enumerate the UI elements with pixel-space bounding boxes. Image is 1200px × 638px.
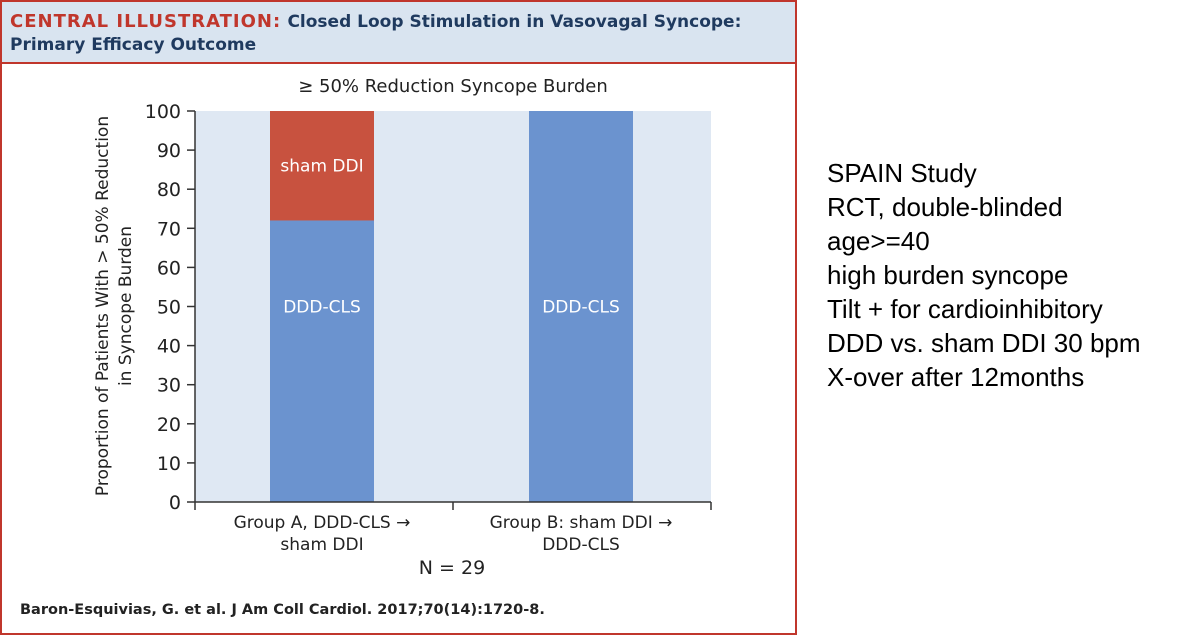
sample-size-label: N = 29 [419, 557, 485, 579]
y-tick-label: 100 [145, 101, 181, 123]
y-tick-label: 70 [157, 218, 181, 240]
note-line: age>=40 [827, 226, 930, 256]
note-line: SPAIN Study [827, 158, 977, 188]
y-axis-label-line-2: in Syncope Burden [116, 226, 136, 386]
y-axis-label-line-1: Proportion of Patients With > 50% Reduct… [93, 116, 113, 496]
illustration-header: CENTRAL ILLUSTRATION: Closed Loop Stimul… [2, 2, 795, 64]
y-tick-label: 50 [157, 297, 181, 319]
bar-data-label: sham DDI [280, 157, 363, 177]
y-tick-label: 90 [157, 140, 181, 162]
bars-group: DDD-CLS sham DDI DDD-CLS [270, 111, 633, 503]
note-line: high burden syncope [827, 260, 1069, 290]
x-category-label: Group B: sham DDI → [490, 513, 673, 533]
x-axis: Group A, DDD-CLS →sham DDI Group B: sham … [194, 501, 712, 555]
y-tick-label: 0 [169, 492, 181, 514]
y-tick-label: 30 [157, 375, 181, 397]
header-title: Closed Loop Stimulation in Vasovagal Syn… [287, 12, 742, 32]
y-tick-label: 10 [157, 453, 181, 475]
bar-segment [270, 220, 374, 503]
chart-title: ≥ 50% Reduction Syncope Burden [298, 76, 608, 97]
bar-segment [529, 111, 633, 502]
header-label: CENTRAL ILLUSTRATION: [10, 11, 282, 32]
note-line: X-over after 12months [827, 362, 1085, 392]
note-line: Tilt + for cardioinhibitory [827, 294, 1103, 324]
y-tick-label: 60 [157, 257, 181, 279]
x-category-label: Group A, DDD-CLS → [234, 513, 411, 533]
y-tick-label: 20 [157, 414, 181, 436]
y-tick-label: 40 [157, 336, 181, 358]
header-line-1: CENTRAL ILLUSTRATION: Closed Loop Stimul… [10, 10, 795, 34]
y-axis: 0 10 20 30 40 50 60 70 80 90 100 [145, 101, 196, 514]
bar-data-label: DDD-CLS [542, 298, 620, 318]
bar-segment [270, 111, 374, 221]
y-tick-label: 80 [157, 179, 181, 201]
x-category-label: DDD-CLS [542, 535, 620, 555]
x-category-label: sham DDI [280, 535, 363, 555]
note-line: DDD vs. sham DDI 30 bpm [827, 328, 1141, 358]
bar-data-label: DDD-CLS [283, 298, 361, 318]
bar-chart: ≥ 50% Reduction Syncope Burden DDD-CLS sh… [93, 76, 712, 579]
citation: Baron-Esquivias, G. et al. J Am Coll Car… [20, 602, 545, 618]
note-line: RCT, double-blinded [827, 192, 1063, 222]
study-notes: SPAIN Study RCT, double-blinded age>=40 … [827, 156, 1141, 394]
header-title-line-2: Primary Efficacy Outcome [10, 35, 257, 55]
